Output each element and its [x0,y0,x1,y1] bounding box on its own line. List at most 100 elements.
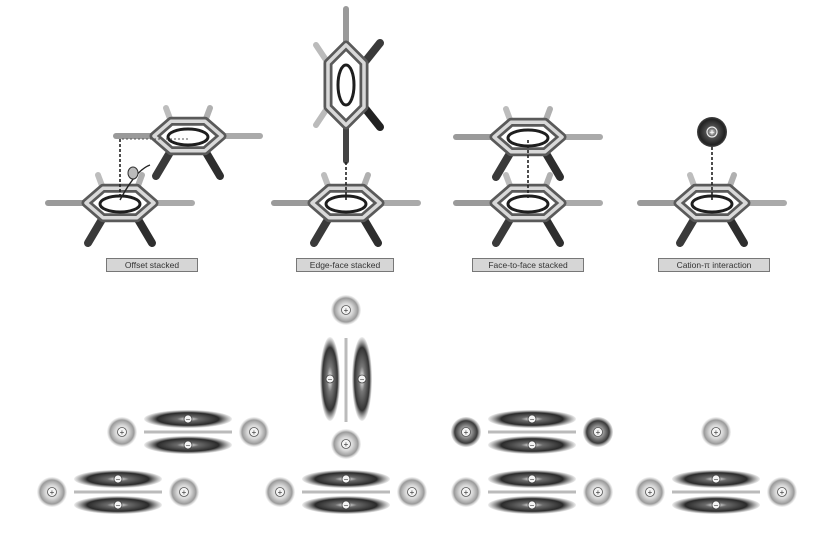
plus-sign: + [410,488,415,497]
negative-charge-lobe: − [144,436,232,454]
plus-sign: + [780,488,785,497]
positive-charge-blob: + [331,295,361,325]
minus-sign: − [714,501,719,510]
panel-cation-pi: + [637,117,787,247]
substituent-bond [492,147,515,181]
lower-benzene [271,172,421,247]
substituent-bond [359,213,382,247]
minus-sign: − [530,501,535,510]
plus-sign: + [714,428,719,437]
substituent-bond [492,213,515,247]
positive-charge-blob: + [169,477,199,507]
label-cation-pi-interaction: Cation-π interaction [658,258,770,272]
plus-sign: + [344,306,349,315]
plus-sign: + [120,428,125,437]
positive-charge-blob: + [37,477,67,507]
minus-sign: − [116,475,121,484]
label-face-to-face-stacked: Face-to-face stacked [472,258,584,272]
minus-sign: − [530,475,535,484]
aromatic-circle [506,128,550,148]
negative-charge-lobe: − [144,410,232,428]
upper-benzene-upright [313,6,384,164]
label-offset-stacked: Offset stacked [106,258,198,272]
positive-charge-blob: + [107,417,137,447]
substituent-bond [541,213,564,247]
positive-charge-blob: + [701,417,731,447]
negative-charge-lobe: − [672,496,760,514]
lower-quadrupole: − − + + [451,470,613,514]
plus-sign: + [648,488,653,497]
ring-highlight [492,186,564,220]
plus-sign: + [464,428,469,437]
negative-charge-lobe-vertical: − [352,337,372,421]
model-edge-face-stacked: + − − + − − + + [265,295,427,514]
plus-sign: + [464,488,469,497]
panel-face-to-face-stacked [453,106,603,247]
molecule-row: + [45,6,787,247]
substituent-bond [725,213,748,247]
ring-highlight [152,119,224,153]
angle-theta-marker [127,166,139,180]
model-offset-stacked: − − + + − − + + [37,410,269,514]
plus-sign: + [50,488,55,497]
positive-charge-blob: + [239,417,269,447]
minus-sign: − [344,501,349,510]
minus-sign: − [714,475,719,484]
negative-charge-lobe: − [488,496,576,514]
aromatic-circle [166,127,210,147]
aromatic-circle [336,63,356,107]
positive-charge-blob: + [767,477,797,507]
lower-benzene [45,172,195,247]
aromatic-circle [506,194,550,214]
aromatic-circle [690,194,734,214]
substituent-bond [201,146,224,180]
minus-sign: − [530,441,535,450]
substituent-bond [84,213,107,247]
aromatic-circle [324,194,368,214]
minus-sign: − [328,375,333,384]
upper-quadrupole: − − + + [107,410,269,454]
minus-sign: − [186,441,191,450]
panel-offset-stacked [45,105,263,247]
minus-sign: − [344,475,349,484]
negative-charge-lobe: − [488,436,576,454]
ring-highlight [326,43,366,127]
positive-charge-blob: + [583,477,613,507]
cation-sphere [697,117,727,147]
minus-sign: − [360,375,365,384]
quadrupole: − − + + [635,470,797,514]
upper-quadrupole: − − + + [451,410,613,454]
plus-sign: + [344,440,349,449]
positive-charge-blob: + [451,477,481,507]
minus-sign: − [530,415,535,424]
minus-sign: − [186,415,191,424]
upper-benzene [113,105,263,180]
positive-charge-blob: + [635,477,665,507]
negative-charge-lobe-vertical: − [320,337,340,421]
plus-sign: + [596,428,601,437]
benzene [637,172,787,247]
quadrupole-model-row: − − + + − − + + + − − + − − + + − − + + − − + + + − − + + [37,295,797,514]
substituent-bond [541,147,564,181]
lower-benzene [453,172,603,247]
negative-charge-lobe: − [302,470,390,488]
negative-charge-lobe: − [74,496,162,514]
plus-sign: + [252,428,257,437]
substituent-bond [133,213,156,247]
positive-charge-blob: + [451,417,481,447]
negative-charge-lobe: − [302,496,390,514]
plus-sign: + [278,488,283,497]
ring-highlight [676,186,748,220]
positive-charge-blob: + [583,417,613,447]
model-face-to-face-stacked: − − + + − − + + [451,410,613,514]
cation-ring-mark [706,126,718,138]
label-edge-face-stacked: Edge-face stacked [296,258,394,272]
cation-charge: + [709,128,714,138]
ring-highlight [492,120,564,154]
substituent-bond [152,146,175,180]
substituent-bond [676,213,699,247]
panel-edge-face-stacked [271,6,421,247]
ring-highlight [310,186,382,220]
positive-charge-blob: + [265,477,295,507]
